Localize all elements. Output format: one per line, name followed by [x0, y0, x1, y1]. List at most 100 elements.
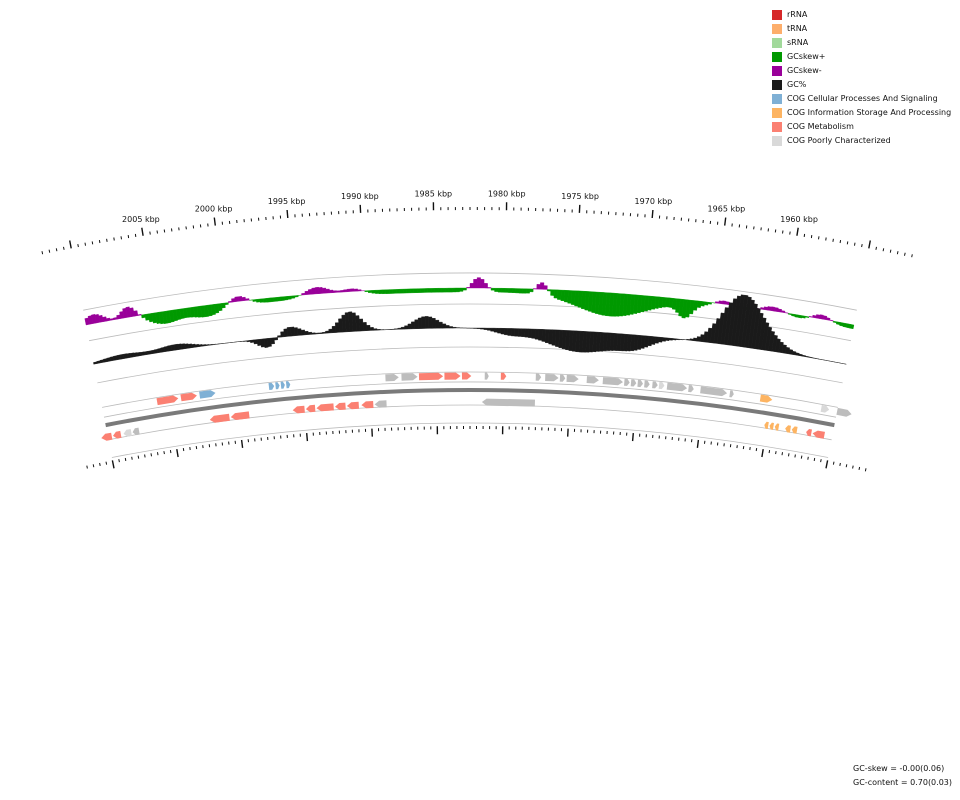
ruler-major-tick — [724, 217, 727, 226]
gc-skew-positive-bar — [381, 289, 387, 295]
inner-tick — [761, 448, 764, 458]
gc-skew-positive-bar — [374, 289, 380, 294]
inner-tick — [124, 457, 127, 461]
ruler-minor-tick — [753, 226, 755, 230]
gc-skew-positive-bar — [459, 287, 464, 292]
gc-content-bar — [212, 343, 217, 346]
inner-tick — [832, 461, 835, 465]
ruler-major-tick — [286, 209, 289, 219]
gc-skew-positive-bar — [445, 287, 450, 293]
ruler-minor-tick — [48, 249, 51, 253]
gc-skew-positive-bar — [791, 313, 796, 317]
inner-tick — [131, 456, 133, 460]
inner-tick — [150, 453, 152, 457]
forward-gene — [729, 390, 734, 398]
gc-content-bar — [480, 327, 484, 330]
stats-panel: GC-skew = -0.00(0.06) GC-content = 0.70(… — [853, 762, 952, 790]
forward-gene — [156, 395, 179, 406]
forward-gene — [586, 376, 599, 384]
ruler-minor-tick — [163, 229, 166, 233]
gc-content-bar — [304, 330, 309, 336]
legend-item-rrna: rRNA — [772, 8, 951, 22]
gc-content-bar — [476, 327, 481, 329]
gc-content-bar — [293, 327, 299, 337]
gc-skew-positive-bar — [175, 308, 182, 320]
gc-skew-positive-bar — [259, 298, 264, 303]
gc-skew-positive-bar — [255, 298, 261, 303]
gc-content-bar — [394, 328, 398, 330]
gc-skew-positive-bar — [424, 288, 429, 293]
gc-skew-negative-bar — [774, 307, 779, 312]
gc-content-bar — [764, 326, 773, 351]
gc-skew-negative-bar — [133, 310, 139, 317]
reverse-gene — [769, 422, 774, 430]
gc-skew-positive-bar — [529, 288, 534, 293]
gc-skew-positive-bar — [276, 296, 282, 302]
inner-tick — [99, 462, 101, 467]
gc-content-bar — [510, 328, 515, 337]
gc-content-bar — [311, 332, 316, 335]
gc-skew-negative-bar — [543, 285, 548, 290]
gc-skew-negative-bar — [346, 288, 351, 293]
gc-content-bar — [585, 331, 591, 353]
ruler-minor-tick — [185, 226, 187, 230]
gc-skew-positive-bar — [248, 299, 253, 301]
ruler-minor-tick — [113, 237, 115, 241]
forward-gene — [624, 378, 630, 386]
gc-content-bar — [390, 328, 395, 330]
gc-content-bar — [595, 331, 601, 352]
gc-skew-negative-bar — [237, 296, 243, 302]
backbone-arc — [105, 388, 835, 428]
gc-skew-negative-bar — [318, 287, 323, 294]
gc-content-bar — [270, 337, 275, 345]
inner-tick — [144, 454, 146, 458]
gc-content-bar — [633, 334, 639, 351]
legend-label: sRNA — [787, 38, 809, 47]
gc-content-bar — [675, 338, 680, 341]
gc-content-bar — [609, 332, 615, 351]
gc-skew-negative-bar — [325, 288, 330, 294]
forward-gene — [559, 374, 566, 382]
gc-content-bar — [744, 299, 755, 348]
forward-gene — [285, 381, 291, 389]
gc-content-bar — [424, 316, 429, 329]
gc-skew-negative-bar — [109, 318, 114, 321]
inner-tick — [176, 448, 179, 458]
legend-item-gcskew-pos: GCskew+ — [772, 50, 951, 64]
gc-content-bar — [487, 327, 491, 331]
gc-content-bar — [644, 335, 649, 348]
gc-skew-positive-bar — [654, 296, 660, 309]
gc-skew-negative-bar — [466, 287, 471, 289]
gc-skew-negative-bar — [304, 290, 309, 296]
ruler-minor-tick — [84, 242, 86, 246]
gc-skew-negative-bar — [770, 306, 776, 312]
inner-tick — [86, 465, 88, 469]
ruler-minor-tick — [774, 229, 777, 233]
inner-tick — [111, 460, 115, 469]
gc-content-bar — [805, 355, 810, 358]
gc-skew-negative-bar — [106, 317, 111, 322]
gc-skew-positive-bar — [462, 287, 467, 291]
gc-content-label: GC-content — [853, 778, 899, 787]
gc-skew-positive-bar — [615, 293, 622, 317]
reverse-gene — [774, 423, 780, 431]
gc-content-bar — [771, 334, 778, 352]
gc-skew-positive-bar — [396, 288, 401, 294]
gc-skew-positive-bar — [681, 299, 688, 319]
gc-skew-positive-bar — [515, 288, 520, 294]
gc-skew-negative-bar — [307, 289, 313, 295]
gc-content-bar — [527, 328, 533, 338]
legend-swatch — [772, 38, 782, 48]
legend-swatch — [772, 94, 782, 104]
gc-content-bar — [636, 334, 643, 350]
gc-skew-positive-bar — [547, 289, 551, 292]
gc-content-bar — [358, 318, 364, 332]
gc-content-bar — [438, 321, 443, 329]
gc-skew-positive-bar — [797, 314, 803, 319]
ruler-major-tick — [651, 209, 654, 219]
gc-content-bar — [812, 357, 817, 359]
gc-skew-positive-bar — [165, 310, 172, 324]
gc-content-bar — [774, 338, 781, 353]
gc-skew-positive-bar — [266, 297, 271, 303]
gc-skew-positive-bar — [661, 297, 667, 308]
